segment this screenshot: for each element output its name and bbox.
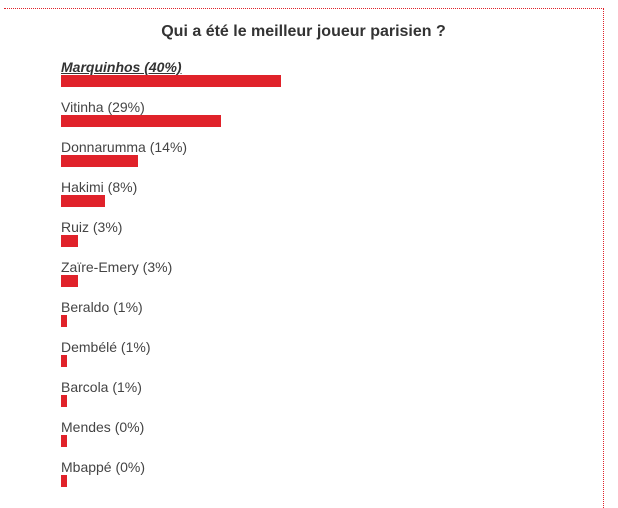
- poll-option: Ruiz (3%): [61, 219, 581, 259]
- poll-option-bar: [61, 475, 67, 487]
- poll-option: Vitinha (29%): [61, 99, 581, 139]
- poll-option-bar: [61, 395, 67, 407]
- poll-option-label: Vitinha (29%): [61, 99, 145, 115]
- poll-option-bar: [61, 235, 78, 247]
- poll-option: Hakimi (8%): [61, 179, 581, 219]
- poll-option-bar: [61, 315, 67, 327]
- poll-title: Qui a été le meilleur joueur parisien ?: [161, 23, 446, 40]
- poll-option-bar: [61, 75, 281, 87]
- poll-option-bar: [61, 155, 138, 167]
- poll-option: Beraldo (1%): [61, 299, 581, 339]
- poll-option: Mbappé (0%): [61, 459, 581, 499]
- poll-option-label: Dembélé (1%): [61, 339, 151, 355]
- poll-option-bar: [61, 115, 221, 127]
- poll-option-label: Mbappé (0%): [61, 459, 146, 475]
- poll-option-label: Beraldo (1%): [61, 299, 143, 315]
- poll-option-bar: [61, 355, 67, 367]
- poll-option: Donnarumma (14%): [61, 139, 581, 179]
- poll-option-bar: [61, 195, 105, 207]
- poll-results: Qui a été le meilleur joueur parisien ? …: [4, 8, 604, 508]
- poll-option: Zaïre-Emery (3%): [61, 259, 581, 299]
- poll-option: Dembélé (1%): [61, 339, 581, 379]
- poll-option-label: Hakimi (8%): [61, 179, 138, 195]
- poll-option: Mendes (0%): [61, 419, 581, 459]
- poll-option-label: Ruiz (3%): [61, 219, 123, 235]
- poll-option-label: Barcola (1%): [61, 379, 142, 395]
- poll-option-bar: [61, 435, 67, 447]
- poll-option-label: Mendes (0%): [61, 419, 145, 435]
- poll-option: Barcola (1%): [61, 379, 581, 419]
- poll-option-label: Marquinhos (40%): [61, 59, 182, 75]
- poll-option: Marquinhos (40%): [61, 59, 581, 99]
- poll-options: Marquinhos (40%) Vitinha (29%) Donnarumma …: [61, 59, 581, 499]
- poll-option-label: Donnarumma (14%): [61, 139, 188, 155]
- poll-option-bar: [61, 275, 78, 287]
- poll-option-label: Zaïre-Emery (3%): [61, 259, 173, 275]
